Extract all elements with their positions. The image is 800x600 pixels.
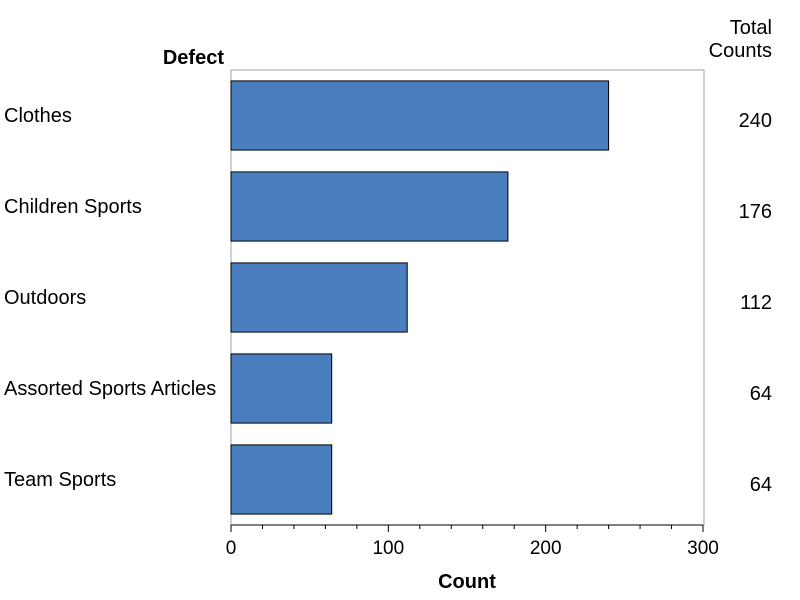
bar-outdoors (230, 262, 408, 333)
total-counts: 240 176 112 64 64 (739, 110, 772, 496)
x-tick-label: 0 (226, 538, 237, 559)
total-count-value: 240 (739, 110, 772, 132)
x-tick-label: 300 (687, 538, 719, 559)
category-label: Team Sports (4, 469, 116, 491)
category-label: Children Sports (4, 196, 142, 218)
category-label: Clothes (4, 105, 72, 127)
total-count-value: 64 (750, 474, 772, 496)
bar-assorted-sports-articles (230, 353, 333, 424)
bar-clothes (230, 80, 610, 151)
category-labels: Clothes Children Sports Outdoors Assorted S… (4, 105, 216, 491)
totals-header-line1: Total (730, 17, 772, 39)
bar-team-sports (230, 444, 333, 515)
category-label: Outdoors (4, 287, 86, 309)
category-label: Assorted Sports Articles (4, 378, 216, 400)
total-count-value: 64 (750, 383, 772, 405)
x-axis-title: Count (438, 571, 496, 593)
total-count-value: 112 (740, 292, 772, 314)
x-tick-label: 100 (372, 538, 404, 559)
x-axis: 0 100 200 300 (226, 524, 719, 559)
category-axis-title: Defect (163, 47, 224, 69)
totals-header-line2: Counts (709, 40, 772, 62)
total-count-value: 176 (739, 201, 772, 223)
bar-children-sports (230, 171, 509, 242)
x-tick-label: 200 (530, 538, 562, 559)
bars (230, 80, 610, 515)
